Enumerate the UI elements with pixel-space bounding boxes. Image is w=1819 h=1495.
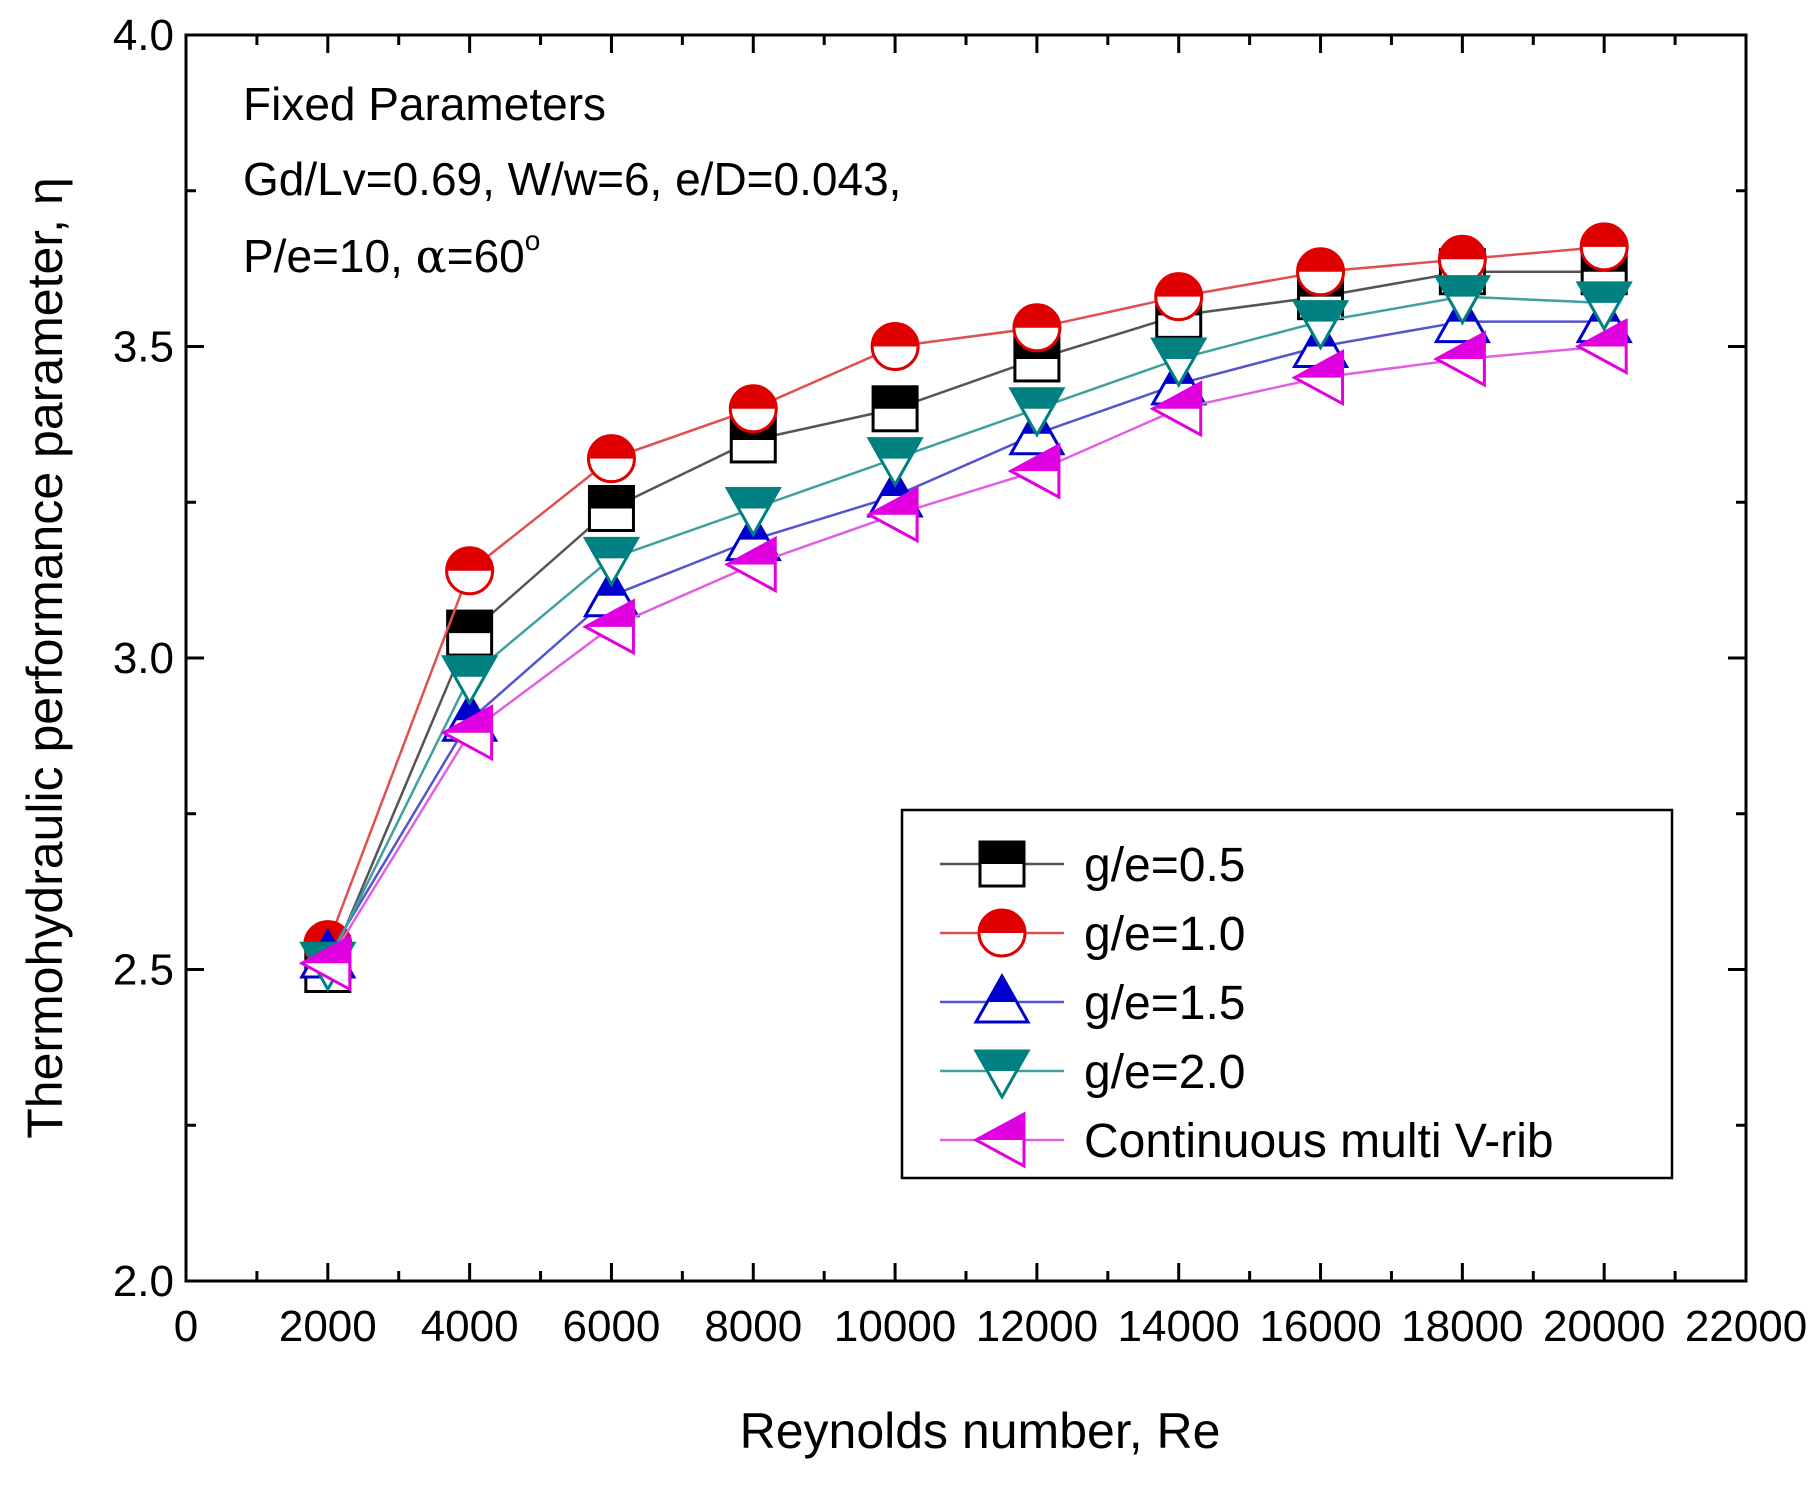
data-point (1154, 272, 1204, 322)
annotation-line-2: Gd/Lv=0.69, W/w=6, e/D=0.043, (243, 153, 901, 205)
data-point (587, 484, 635, 532)
x-tick-label: 12000 (976, 1302, 1098, 1351)
data-point (1150, 337, 1208, 389)
x-tick-label: 8000 (704, 1302, 802, 1351)
x-tick-labels: 0 2000 4000 6000 8000 10000 12000 14000 16000 180… (174, 1302, 1807, 1351)
x-axis-label: Reynolds number, Re (740, 1403, 1221, 1459)
series-line (326, 320, 1605, 958)
legend-item: g/e=0.5 (940, 839, 1245, 892)
annotation-line-1: Fixed Parameters (243, 78, 606, 130)
data-point (871, 385, 919, 433)
legend-item: g/e=2.0 (940, 1046, 1245, 1101)
data-point (1008, 387, 1066, 438)
legend-label: Continuous multi V-rib (1084, 1115, 1554, 1168)
data-point (866, 437, 924, 488)
data-point (1291, 300, 1350, 351)
x-tick-label: 6000 (563, 1302, 661, 1351)
data-point (440, 704, 494, 762)
data-point (1433, 275, 1491, 326)
legend-marker (978, 840, 1026, 888)
data-point (445, 546, 495, 596)
data-point (1007, 442, 1061, 500)
data-point (582, 598, 635, 656)
legend-label: g/e=0.5 (1084, 839, 1245, 892)
annotation-line-3: P/e=10, α=60o (243, 225, 540, 283)
legend-marker (973, 972, 1031, 1024)
annotation-line-3-eq: =60 (447, 230, 525, 282)
data-point (1575, 281, 1633, 332)
y-tick-label: 4.0 (113, 11, 174, 60)
legend-marker (973, 1049, 1031, 1101)
series-line (326, 270, 1605, 970)
x-tick-label: 20000 (1543, 1302, 1665, 1351)
legend-label: g/e=1.0 (1084, 908, 1245, 961)
legend-item: Continuous multi V-rib (940, 1111, 1554, 1169)
x-tick-label: 22000 (1685, 1302, 1807, 1351)
y-axis-label: Thermohydraulic performance parameter, η (17, 177, 73, 1139)
y-tick-label: 2.5 (113, 946, 174, 995)
data-point (441, 655, 499, 706)
x-tick-label: 14000 (1118, 1302, 1240, 1351)
legend-marker (977, 908, 1027, 958)
data-point (870, 322, 920, 371)
x-tick-label: 18000 (1401, 1302, 1523, 1351)
legend-marker (972, 1111, 1026, 1169)
y-tick-labels: 2.0 2.5 3.0 3.5 4.0 (113, 11, 174, 1306)
annotation-line-3-prefix: P/e=10, (243, 230, 416, 282)
data-point (724, 486, 782, 538)
legend-box (900, 808, 1674, 1180)
legend-item: g/e=1.0 (940, 908, 1245, 961)
data-point (586, 434, 636, 484)
y-tick-label: 3.5 (113, 323, 174, 372)
legend-label: g/e=2.0 (1084, 1046, 1245, 1099)
data-point (1579, 222, 1629, 272)
data-point (582, 536, 641, 588)
data-point (1291, 349, 1345, 407)
annotation-degree: o (525, 225, 541, 256)
x-tick-label: 10000 (834, 1302, 956, 1351)
data-point (1575, 317, 1628, 376)
data-point (1433, 330, 1486, 388)
fixed-parameters-annotation: Fixed Parameters Gd/Lv=0.69, W/w=6, e/D=… (243, 78, 901, 283)
data-point (728, 384, 778, 434)
series-4 (299, 275, 1633, 993)
legend: g/e=0.5 g/e=1.0 g/e=1.5 g/e=2.0 Continuous m… (900, 808, 1674, 1180)
data-point (446, 609, 494, 657)
series-line (326, 245, 1605, 946)
x-tick-label: 2000 (279, 1302, 377, 1351)
series-line (326, 295, 1605, 964)
x-tick-label: 0 (174, 1302, 198, 1351)
y-tick-label: 3.0 (113, 634, 174, 683)
data-point (298, 934, 352, 992)
y-tick-label: 2.0 (113, 1257, 174, 1306)
series-2 (303, 222, 1629, 970)
legend-item: g/e=1.5 (940, 972, 1245, 1030)
data-point (1012, 303, 1062, 353)
legend-label: g/e=1.5 (1084, 977, 1245, 1030)
annotation-alpha: α (416, 229, 447, 283)
series-layer (298, 222, 1633, 993)
data-point (1296, 247, 1346, 297)
series-line (326, 345, 1605, 964)
legend-items: g/e=0.5 g/e=1.0 g/e=1.5 g/e=2.0 Continuous m… (940, 839, 1554, 1169)
series-5 (298, 317, 1628, 992)
x-tick-label: 4000 (421, 1302, 519, 1351)
data-point (1149, 380, 1203, 438)
axis-ticks (184, 33, 1748, 1283)
data-point (865, 486, 919, 544)
data-point (724, 536, 777, 594)
x-tick-label: 16000 (1259, 1302, 1381, 1351)
